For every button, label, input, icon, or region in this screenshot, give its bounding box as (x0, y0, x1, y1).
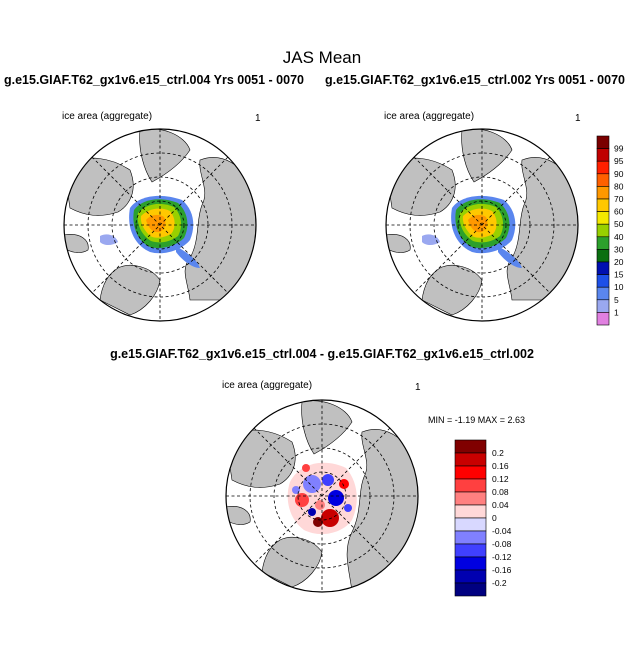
main-colorbar-tick-label: 15 (614, 270, 624, 280)
main-colorbar-swatch (596, 198, 610, 212)
main-colorbar-swatch (596, 274, 610, 288)
figure-title: JAS Mean (282, 48, 362, 67)
main-colorbar-swatch (596, 223, 610, 238)
main-colorbar-tick-label: 95 (614, 156, 624, 166)
main-colorbar-swatch (596, 173, 610, 187)
main-colorbar-swatch (596, 160, 610, 175)
main-colorbar: 99 95 90 80 70 60 50 40 30 20 15 10 5 1 (596, 135, 624, 326)
difference-graticule (226, 400, 418, 592)
difference-colorbar-swatch (454, 530, 487, 545)
right-polar-map (385, 128, 579, 322)
right-case-title: g.e15.GIAF.T62_gx1v6.e15_ctrl.002 Yrs 00… (325, 73, 625, 87)
difference-colorbar-swatch (454, 556, 487, 571)
difference-colorbar-tick-label: -0.16 (492, 565, 512, 575)
main-colorbar-swatch (596, 186, 610, 200)
main-colorbar-swatch (596, 299, 610, 313)
difference-title: g.e15.GIAF.T62_gx1v6.e15_ctrl.004 - g.e1… (110, 347, 534, 361)
difference-polar-map (225, 399, 419, 593)
difference-ice-field (287, 462, 357, 535)
difference-colorbar-tick-label: 0.08 (492, 487, 509, 497)
difference-colorbar-tick-label: 0 (492, 513, 497, 523)
left-case-title: g.e15.GIAF.T62_gx1v6.e15_ctrl.004 Yrs 00… (4, 73, 304, 87)
difference-colorbar-swatch (454, 465, 487, 480)
main-colorbar-swatch (596, 249, 610, 263)
main-colorbar-tick-label: 30 (614, 244, 624, 254)
main-colorbar-swatch (596, 261, 610, 275)
difference-colorbar-swatch (454, 569, 487, 584)
left-polar-map (63, 128, 257, 322)
main-colorbar-tick-label: 10 (614, 282, 624, 292)
difference-colorbar-tick-label: 0.16 (492, 461, 509, 471)
difference-colorbar-tick-label: -0.12 (492, 552, 512, 562)
difference-colorbar-tick-label: -0.08 (492, 539, 512, 549)
difference-colorbar-swatch (454, 439, 487, 454)
main-colorbar-tick-label: 60 (614, 207, 624, 217)
difference-colorbar-swatch (454, 504, 487, 519)
right-units-label: 1 (575, 113, 581, 124)
main-colorbar-swatch (596, 148, 610, 162)
main-colorbar-swatch (596, 211, 610, 225)
main-colorbar-swatch (596, 236, 610, 250)
diff-units-label: 1 (415, 382, 421, 393)
left-variable-label: ice area (aggregate) (62, 111, 153, 122)
left-graticule (64, 129, 256, 321)
difference-colorbar-tick-label: -0.04 (492, 526, 512, 536)
main-colorbar-tick-label: 90 (614, 169, 624, 179)
difference-colorbar-tick-label: 0.04 (492, 500, 509, 510)
difference-colorbar-tick-label: 0.12 (492, 474, 509, 484)
main-colorbar-tick-label: 20 (614, 257, 624, 267)
diff-min-max: MIN = -1.19 MAX = 2.63 (428, 415, 526, 425)
difference-colorbar-swatch (454, 517, 487, 532)
difference-colorbar-swatch (454, 478, 487, 493)
main-colorbar-tick-label: 5 (614, 295, 619, 305)
difference-colorbar-swatch (454, 582, 487, 597)
left-ice-field (100, 195, 200, 268)
main-colorbar-tick-label: 80 (614, 181, 624, 191)
main-colorbar-tick-label: 99 (614, 144, 624, 154)
right-graticule (386, 129, 578, 321)
difference-colorbar-tick-label: 0.2 (492, 448, 504, 458)
difference-colorbar-swatch (454, 491, 487, 506)
main-colorbar-swatch (596, 286, 610, 301)
main-colorbar-swatch (596, 135, 610, 149)
main-colorbar-tick-label: 40 (614, 232, 624, 242)
diff-variable-label: ice area (aggregate) (222, 380, 313, 391)
difference-colorbar-swatch (454, 543, 487, 558)
main-colorbar-tick-label: 70 (614, 194, 624, 204)
main-colorbar-swatch (596, 312, 610, 326)
left-units-label: 1 (255, 113, 261, 124)
main-colorbar-tick-label: 1 (614, 307, 619, 317)
difference-colorbar: 0.2 0.16 0.12 0.08 0.04 0 -0.04 -0.08 -0.12 -0.16… (454, 439, 512, 597)
main-colorbar-tick-label: 50 (614, 219, 624, 229)
difference-colorbar-swatch (454, 452, 487, 467)
right-variable-label: ice area (aggregate) (384, 111, 475, 122)
difference-colorbar-tick-label: -0.2 (492, 578, 507, 588)
